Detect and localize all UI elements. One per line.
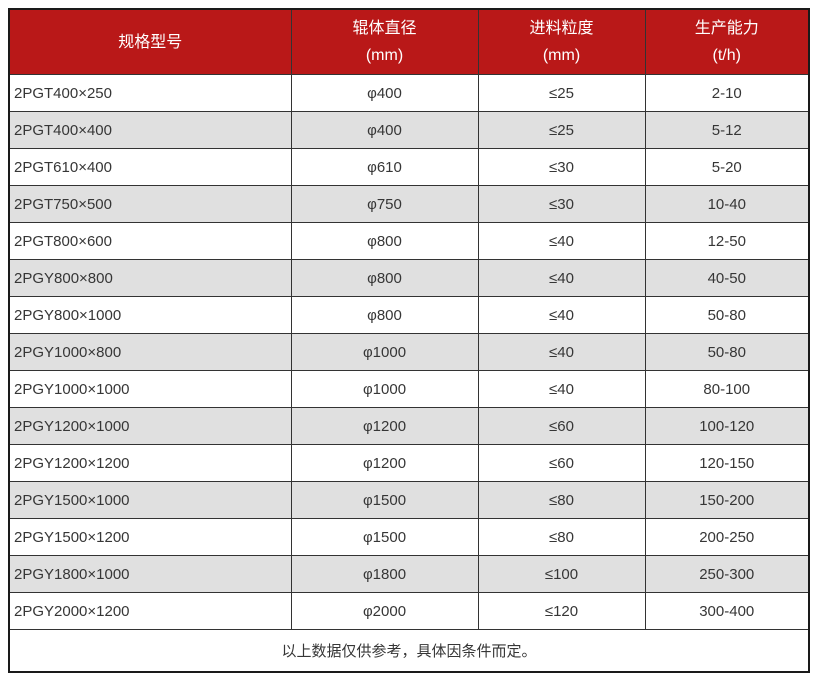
cell-capacity: 200-250 bbox=[644, 518, 810, 556]
cell-feed-size: ≤25 bbox=[477, 74, 646, 112]
cell-feed-size: ≤40 bbox=[477, 222, 646, 260]
cell-diameter: φ2000 bbox=[290, 592, 479, 630]
cell-capacity: 5-20 bbox=[644, 148, 810, 186]
cell-model: 2PGY1800×1000 bbox=[8, 555, 292, 593]
cell-diameter: φ800 bbox=[290, 259, 479, 297]
cell-diameter: φ800 bbox=[290, 222, 479, 260]
cell-feed-size: ≤60 bbox=[477, 407, 646, 445]
cell-capacity: 40-50 bbox=[644, 259, 810, 297]
col-header-feed-size: 进料粒度 (mm) bbox=[477, 8, 646, 75]
cell-feed-size: ≤40 bbox=[477, 333, 646, 371]
cell-feed-size: ≤40 bbox=[477, 370, 646, 408]
cell-capacity: 50-80 bbox=[644, 333, 810, 371]
cell-capacity: 5-12 bbox=[644, 111, 810, 149]
cell-model: 2PGT400×400 bbox=[8, 111, 292, 149]
col-header-label: 生产能力 bbox=[694, 20, 759, 37]
cell-model: 2PGT610×400 bbox=[8, 148, 292, 186]
table-row: 2PGY1800×1000 φ1800 ≤100 250-300 bbox=[8, 555, 810, 593]
table-header: 规格型号 辊体直径 (mm) 进料粒度 (mm) 生产能力 (t/h) bbox=[8, 8, 810, 75]
footer-row: 以上数据仅供参考，具体因条件而定。 bbox=[8, 629, 810, 673]
cell-feed-size: ≤30 bbox=[477, 185, 646, 223]
cell-model: 2PGY1200×1200 bbox=[8, 444, 292, 482]
cell-diameter: φ1800 bbox=[290, 555, 479, 593]
cell-capacity: 10-40 bbox=[644, 185, 810, 223]
cell-feed-size: ≤120 bbox=[477, 592, 646, 630]
table-row: 2PGT800×600 φ800 ≤40 12-50 bbox=[8, 222, 810, 260]
cell-capacity: 2-10 bbox=[644, 74, 810, 112]
cell-capacity: 100-120 bbox=[644, 407, 810, 445]
col-header-model: 规格型号 bbox=[8, 8, 292, 75]
cell-diameter: φ610 bbox=[290, 148, 479, 186]
table-row: 2PGY800×800 φ800 ≤40 40-50 bbox=[8, 259, 810, 297]
table-row: 2PGY1000×800 φ1000 ≤40 50-80 bbox=[8, 333, 810, 371]
cell-diameter: φ1000 bbox=[290, 370, 479, 408]
cell-feed-size: ≤100 bbox=[477, 555, 646, 593]
cell-diameter: φ400 bbox=[290, 111, 479, 149]
cell-diameter: φ1500 bbox=[290, 518, 479, 556]
col-header-unit: (mm) bbox=[542, 47, 581, 64]
cell-model: 2PGY1500×1000 bbox=[8, 481, 292, 519]
cell-model: 2PGY1500×1200 bbox=[8, 518, 292, 556]
cell-diameter: φ750 bbox=[290, 185, 479, 223]
cell-capacity: 12-50 bbox=[644, 222, 810, 260]
table-row: 2PGY1500×1200 φ1500 ≤80 200-250 bbox=[8, 518, 810, 556]
cell-model: 2PGY1200×1000 bbox=[8, 407, 292, 445]
table-row: 2PGT400×400 φ400 ≤25 5-12 bbox=[8, 111, 810, 149]
table-row: 2PGT400×250 φ400 ≤25 2-10 bbox=[8, 74, 810, 112]
table-footer: 以上数据仅供参考，具体因条件而定。 bbox=[8, 629, 810, 673]
cell-feed-size: ≤80 bbox=[477, 518, 646, 556]
table-row: 2PGT750×500 φ750 ≤30 10-40 bbox=[8, 185, 810, 223]
cell-feed-size: ≤30 bbox=[477, 148, 646, 186]
cell-capacity: 150-200 bbox=[644, 481, 810, 519]
table-row: 2PGT610×400 φ610 ≤30 5-20 bbox=[8, 148, 810, 186]
cell-diameter: φ1200 bbox=[290, 407, 479, 445]
cell-diameter: φ1500 bbox=[290, 481, 479, 519]
cell-model: 2PGY1000×1000 bbox=[8, 370, 292, 408]
col-header-roller-diameter: 辊体直径 (mm) bbox=[290, 8, 479, 75]
cell-diameter: φ1200 bbox=[290, 444, 479, 482]
cell-model: 2PGY800×1000 bbox=[8, 296, 292, 334]
cell-diameter: φ400 bbox=[290, 74, 479, 112]
col-header-unit: (t/h) bbox=[712, 47, 741, 64]
cell-capacity: 120-150 bbox=[644, 444, 810, 482]
cell-model: 2PGY1000×800 bbox=[8, 333, 292, 371]
cell-diameter: φ1000 bbox=[290, 333, 479, 371]
cell-model: 2PGY2000×1200 bbox=[8, 592, 292, 630]
cell-feed-size: ≤40 bbox=[477, 296, 646, 334]
cell-capacity: 80-100 bbox=[644, 370, 810, 408]
cell-model: 2PGT800×600 bbox=[8, 222, 292, 260]
cell-capacity: 300-400 bbox=[644, 592, 810, 630]
col-header-label: 进料粒度 bbox=[529, 20, 594, 37]
cell-model: 2PGT750×500 bbox=[8, 185, 292, 223]
cell-model: 2PGT400×250 bbox=[8, 74, 292, 112]
col-header-unit: (mm) bbox=[365, 47, 404, 64]
cell-capacity: 250-300 bbox=[644, 555, 810, 593]
cell-model: 2PGY800×800 bbox=[8, 259, 292, 297]
col-header-label: 辊体直径 bbox=[352, 20, 417, 37]
col-header-label: 规格型号 bbox=[118, 33, 183, 51]
table-footnote: 以上数据仅供参考，具体因条件而定。 bbox=[8, 629, 810, 673]
table-row: 2PGY1000×1000 φ1000 ≤40 80-100 bbox=[8, 370, 810, 408]
col-header-capacity: 生产能力 (t/h) bbox=[644, 8, 810, 75]
spec-table: 规格型号 辊体直径 (mm) 进料粒度 (mm) 生产能力 (t/h) bbox=[8, 8, 810, 673]
cell-feed-size: ≤25 bbox=[477, 111, 646, 149]
cell-feed-size: ≤80 bbox=[477, 481, 646, 519]
cell-feed-size: ≤40 bbox=[477, 259, 646, 297]
cell-capacity: 50-80 bbox=[644, 296, 810, 334]
header-row: 规格型号 辊体直径 (mm) 进料粒度 (mm) 生产能力 (t/h) bbox=[8, 8, 810, 75]
table-body: 2PGT400×250 φ400 ≤25 2-10 2PGT400×400 φ4… bbox=[8, 74, 810, 630]
table-row: 2PGY2000×1200 φ2000 ≤120 300-400 bbox=[8, 592, 810, 630]
table-row: 2PGY1200×1000 φ1200 ≤60 100-120 bbox=[8, 407, 810, 445]
table-row: 2PGY1200×1200 φ1200 ≤60 120-150 bbox=[8, 444, 810, 482]
cell-feed-size: ≤60 bbox=[477, 444, 646, 482]
table-row: 2PGY1500×1000 φ1500 ≤80 150-200 bbox=[8, 481, 810, 519]
cell-diameter: φ800 bbox=[290, 296, 479, 334]
table-row: 2PGY800×1000 φ800 ≤40 50-80 bbox=[8, 296, 810, 334]
